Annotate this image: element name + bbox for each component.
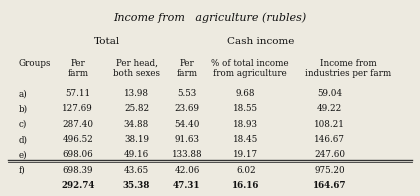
- Text: 146.67: 146.67: [314, 135, 345, 144]
- Text: 127.69: 127.69: [62, 104, 93, 113]
- Text: 247.60: 247.60: [314, 150, 345, 159]
- Text: Total: Total: [94, 37, 120, 46]
- Text: 23.69: 23.69: [174, 104, 199, 113]
- Text: 43.65: 43.65: [124, 166, 149, 175]
- Text: 698.06: 698.06: [62, 150, 93, 159]
- Text: 16.16: 16.16: [232, 181, 260, 190]
- Text: 975.20: 975.20: [315, 166, 345, 175]
- Text: 5.53: 5.53: [177, 89, 197, 98]
- Text: 18.45: 18.45: [233, 135, 258, 144]
- Text: Per
farm: Per farm: [176, 59, 197, 78]
- Text: 19.17: 19.17: [233, 150, 258, 159]
- Text: % of total income
from agriculture: % of total income from agriculture: [211, 59, 289, 78]
- Text: 287.40: 287.40: [62, 120, 93, 129]
- Text: 35.38: 35.38: [123, 181, 150, 190]
- Text: 34.88: 34.88: [124, 120, 149, 129]
- Text: c): c): [19, 120, 27, 129]
- Text: 42.06: 42.06: [174, 166, 199, 175]
- Text: 133.88: 133.88: [172, 150, 202, 159]
- Text: 57.11: 57.11: [65, 89, 90, 98]
- Text: 108.21: 108.21: [314, 120, 345, 129]
- Text: Income from
industries per farm: Income from industries per farm: [305, 59, 392, 78]
- Text: f): f): [19, 166, 26, 175]
- Text: 25.82: 25.82: [124, 104, 149, 113]
- Text: 91.63: 91.63: [174, 135, 199, 144]
- Text: 38.19: 38.19: [124, 135, 149, 144]
- Text: d): d): [19, 135, 28, 144]
- Text: Per
farm: Per farm: [67, 59, 88, 78]
- Text: 13.98: 13.98: [124, 89, 149, 98]
- Text: 49.22: 49.22: [317, 104, 342, 113]
- Text: 49.16: 49.16: [124, 150, 149, 159]
- Text: 6.02: 6.02: [236, 166, 255, 175]
- Text: 18.93: 18.93: [233, 120, 258, 129]
- Text: 47.31: 47.31: [173, 181, 201, 190]
- Text: a): a): [19, 89, 28, 98]
- Text: Per head,
both sexes: Per head, both sexes: [113, 59, 160, 78]
- Text: 292.74: 292.74: [61, 181, 94, 190]
- Text: 9.68: 9.68: [236, 89, 255, 98]
- Text: e): e): [19, 150, 28, 159]
- Text: 496.52: 496.52: [62, 135, 93, 144]
- Text: Groups: Groups: [19, 59, 51, 68]
- Text: 164.67: 164.67: [313, 181, 346, 190]
- Text: 59.04: 59.04: [317, 89, 342, 98]
- Text: Income from   agriculture (rubles): Income from agriculture (rubles): [113, 13, 307, 23]
- Text: Cash income: Cash income: [227, 37, 294, 46]
- Text: 698.39: 698.39: [63, 166, 93, 175]
- Text: b): b): [19, 104, 28, 113]
- Text: 18.55: 18.55: [233, 104, 258, 113]
- Text: 54.40: 54.40: [174, 120, 199, 129]
